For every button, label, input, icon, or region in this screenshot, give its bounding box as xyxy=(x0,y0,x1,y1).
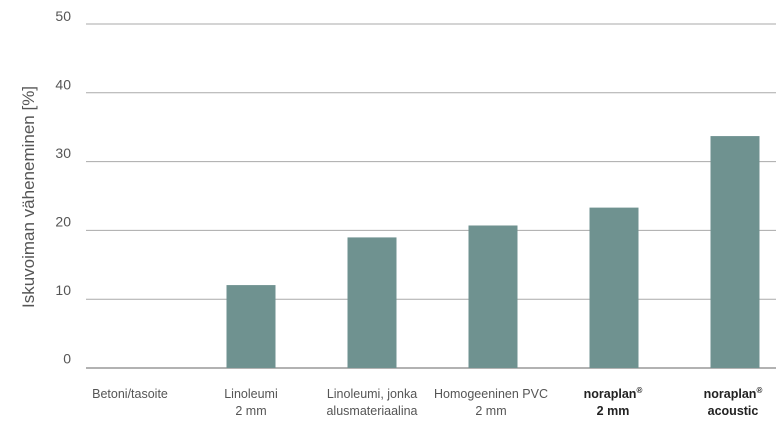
category-label-line: Linoleumi, jonka xyxy=(327,387,417,401)
category-label-line: 2 mm xyxy=(475,404,506,418)
registered-mark: ® xyxy=(756,386,762,395)
y-tick-label: 10 xyxy=(55,282,71,298)
bar xyxy=(347,237,397,368)
bar xyxy=(710,136,760,368)
category-label: noraplan® acoustic xyxy=(704,386,763,418)
category-label-line: acoustic xyxy=(708,404,759,418)
y-tick-labels: 50 40 30 20 10 0 xyxy=(55,8,71,367)
category-label: Betoni/tasoite xyxy=(92,387,168,401)
category-label: Homogeeninen PVC 2 mm xyxy=(434,387,548,418)
category-label-line: noraplan® xyxy=(704,386,763,401)
gridlines xyxy=(86,23,776,369)
category-labels: Betoni/tasoite Linoleumi 2 mm Linoleumi, jo… xyxy=(92,386,762,418)
category-label-line: 2 mm xyxy=(235,404,266,418)
bars xyxy=(226,136,760,368)
category-label-line: Linoleumi xyxy=(224,387,278,401)
y-tick-label: 30 xyxy=(55,145,71,161)
category-label: Linoleumi, jonka alusmateriaalina xyxy=(326,387,417,418)
bar xyxy=(468,225,518,368)
bar xyxy=(589,207,639,368)
category-label: Linoleumi 2 mm xyxy=(224,387,278,418)
bar xyxy=(226,285,276,368)
y-tick-label: 20 xyxy=(55,214,71,230)
y-axis-label: Iskuvoiman väheneminen [%] xyxy=(19,86,38,308)
category-label-line: alusmateriaalina xyxy=(326,404,417,418)
y-tick-label: 50 xyxy=(55,8,71,24)
category-label: noraplan® 2 mm xyxy=(584,386,643,418)
y-tick-label: 0 xyxy=(63,351,71,367)
category-label-line: noraplan® xyxy=(584,386,643,401)
y-tick-label: 40 xyxy=(55,77,71,93)
registered-mark: ® xyxy=(636,386,642,395)
category-label-line: Homogeeninen PVC xyxy=(434,387,548,401)
category-label-line: 2 mm xyxy=(597,404,630,418)
category-label-line: Betoni/tasoite xyxy=(92,387,168,401)
